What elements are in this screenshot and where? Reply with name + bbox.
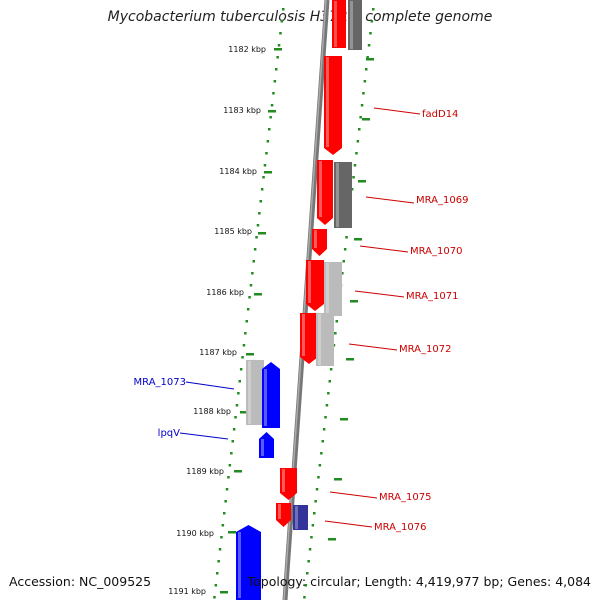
- gene-labels: fadD14 MRA_1069 MRA_1070 MRA_1071 MRA_1072 MR…: [134, 107, 468, 533]
- gene-feature: [236, 525, 261, 600]
- major-tick-inner: [220, 591, 228, 594]
- major-tick-outer: [350, 300, 358, 303]
- major-tick-inner: [246, 353, 254, 356]
- gene-feature: [246, 360, 264, 425]
- scale-label-1191: 1191 kbp: [168, 587, 206, 596]
- major-tick-outer: [346, 358, 354, 361]
- gene-feature-MRA_1075: [280, 468, 297, 500]
- major-tick-outer: [340, 418, 348, 421]
- major-tick-outer: [334, 478, 342, 481]
- gene-feature: [276, 503, 291, 527]
- gene-feature-MRA_1073: [262, 362, 280, 428]
- gene-feature-MRA_1072: [300, 313, 318, 364]
- gene-leader-line: [359, 245, 409, 253]
- gene-feature-fadD14: [324, 56, 342, 155]
- gene-label-MRA_1073: MRA_1073: [134, 377, 186, 388]
- gene-leader-line: [185, 381, 235, 390]
- major-tick-inner: [274, 48, 282, 51]
- gene-leader-line: [354, 290, 405, 298]
- scale-label-1183: 1183 kbp: [223, 106, 261, 115]
- gene-feature: [324, 262, 342, 316]
- major-tick-inner: [264, 171, 272, 174]
- gene-feature-MRA_1069: [317, 160, 333, 225]
- genome-summary-text: Topology: circular; Length: 4,419,977 bp…: [247, 574, 591, 589]
- major-tick-inner: [234, 470, 242, 473]
- gene-label-MRA_1071: MRA_1071: [406, 291, 458, 302]
- major-tick-outer: [354, 238, 362, 241]
- gene-feature: [348, 0, 362, 50]
- map-title: Mycobacterium tuberculosis H37Ra, comple…: [107, 9, 493, 25]
- major-tick-inner: [258, 232, 266, 235]
- major-tick-inner: [240, 411, 248, 414]
- scale-ticks-inner: [213, 8, 285, 599]
- gene-label-fadD14: fadD14: [422, 109, 458, 120]
- scale-label-1182: 1182 kbp: [228, 45, 266, 54]
- scale-label-1189: 1189 kbp: [186, 467, 224, 476]
- major-tick-outer: [358, 180, 366, 183]
- gene-label-MRA_1072: MRA_1072: [399, 344, 451, 355]
- scale-label-1187: 1187 kbp: [199, 348, 237, 357]
- gene-leader-line: [179, 432, 229, 440]
- gene-feature: [332, 0, 346, 48]
- gene-label-lpqV: lpqV: [158, 428, 180, 439]
- scale-labels: 1182 kbp 1183 kbp 1184 kbp 1185 kbp 1186 kbp…: [168, 45, 266, 596]
- gene-feature: [316, 313, 334, 366]
- scale-label-1185: 1185 kbp: [214, 227, 252, 236]
- major-tick-outer: [366, 58, 374, 61]
- gene-label-MRA_1075: MRA_1075: [379, 492, 431, 503]
- major-tick-inner: [254, 293, 262, 296]
- scale-label-1190: 1190 kbp: [176, 529, 214, 538]
- gene-feature: [334, 162, 352, 228]
- gene-feature-MRA_1071: [306, 260, 324, 311]
- gene-label-MRA_1069: MRA_1069: [416, 195, 468, 206]
- gene-leader-line: [365, 196, 415, 204]
- gene-leader-line: [324, 520, 373, 528]
- gene-leader-line: [373, 107, 421, 115]
- gene-feature-MRA_1076: [293, 505, 308, 530]
- scale-label-1186: 1186 kbp: [206, 288, 244, 297]
- gene-leader-line: [348, 343, 398, 351]
- accession-text: Accession: NC_009525: [9, 574, 152, 589]
- major-tick-inner: [228, 531, 236, 534]
- major-tick-inner: [268, 110, 276, 113]
- scale-label-1188: 1188 kbp: [193, 407, 231, 416]
- gene-label-MRA_1076: MRA_1076: [374, 522, 426, 533]
- gene-label-MRA_1070: MRA_1070: [410, 246, 462, 257]
- gene-leader-line: [329, 491, 378, 499]
- major-tick-outer: [328, 538, 336, 541]
- major-tick-outer: [362, 118, 370, 121]
- gene-features: [236, 0, 362, 600]
- scale-label-1184: 1184 kbp: [219, 167, 257, 176]
- gene-feature-lpqV: [259, 432, 274, 458]
- gene-feature-MRA_1070: [312, 229, 327, 256]
